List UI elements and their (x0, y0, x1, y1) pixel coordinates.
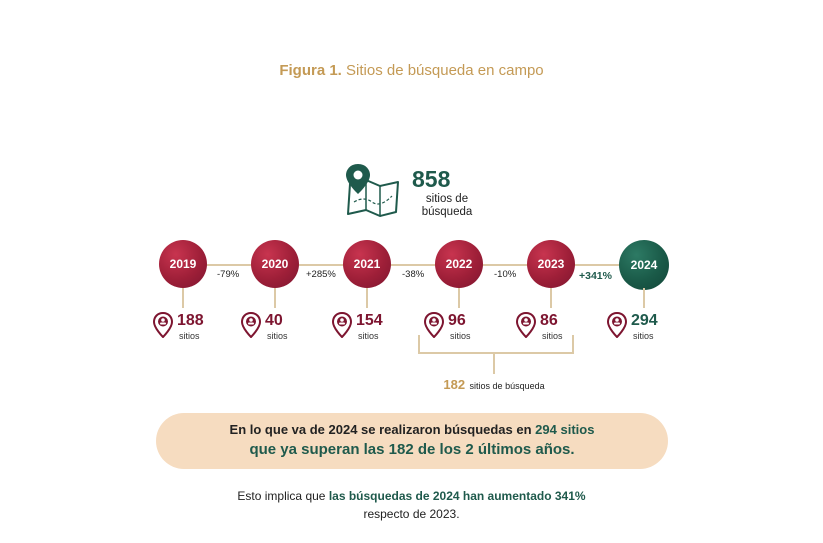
banner-line-1: En lo que va de 2024 se realizaron búsqu… (229, 422, 595, 437)
stat-unit: sitios (542, 331, 563, 341)
stat-unit: sitios (358, 331, 379, 341)
stem-2023 (550, 288, 552, 308)
stat-value: 86 (540, 312, 558, 329)
stem-2022 (458, 288, 460, 308)
stat-value: 154 (356, 312, 383, 329)
year-node-2019: 2019 (159, 240, 207, 288)
year-node-2020: 2020 (251, 240, 299, 288)
stem-2021 (366, 288, 368, 308)
stat-2019: 188 sitios (153, 312, 213, 346)
stat-2022: 96 sitios (424, 312, 484, 346)
stat-unit: sitios (267, 331, 288, 341)
stat-2021: 154 sitios (332, 312, 392, 346)
bracket-label: 182 sitios de búsqueda (0, 376, 823, 394)
bracket-stem (493, 354, 495, 374)
change-2022-2023: -10% (492, 269, 519, 280)
highlight-banner: En lo que va de 2024 se realizaron búsqu… (156, 413, 668, 469)
search-pin-icon (607, 312, 627, 338)
stat-unit: sitios (450, 331, 471, 341)
year-node-2023: 2023 (527, 240, 575, 288)
year-node-2024: 2024 (619, 240, 669, 290)
year-node-2022: 2022 (435, 240, 483, 288)
change-2023-2024: +341% (577, 270, 614, 282)
stat-2020: 40 sitios (241, 312, 301, 346)
bracket-value: 182 (443, 377, 466, 392)
stat-2024: 294 sitios (607, 312, 671, 346)
stat-2023: 86 sitios (516, 312, 576, 346)
stat-value: 96 (448, 312, 466, 329)
figure-title: Figura 1. Sitios de búsqueda en campo (0, 62, 823, 79)
change-2019-2020: -79% (215, 269, 242, 280)
stat-value: 188 (177, 312, 204, 329)
change-2021-2022: -38% (400, 269, 427, 280)
year-node-2021: 2021 (343, 240, 391, 288)
figure-title-text: Sitios de búsqueda en campo (346, 62, 544, 79)
stem-2019 (182, 288, 184, 308)
bracket-text: sitios de búsqueda (469, 381, 545, 391)
stat-unit: sitios (633, 331, 654, 341)
timeline-line (184, 264, 644, 266)
total-sites-label: sitios de búsqueda (421, 193, 473, 218)
search-pin-icon (516, 312, 536, 338)
banner-line-2: que ya superan las 182 de los 2 últimos … (249, 441, 575, 458)
stem-2024 (643, 288, 645, 308)
total-sites-value: 858 (412, 166, 451, 192)
footer-note: Esto implica que las búsquedas de 2024 h… (237, 489, 586, 521)
stat-value: 40 (265, 312, 283, 329)
stat-unit: sitios (179, 331, 200, 341)
search-pin-icon (241, 312, 261, 338)
search-pin-icon (332, 312, 352, 338)
search-pin-icon (424, 312, 444, 338)
bracket-2022-2023 (418, 335, 574, 354)
total-summary: 858 sitios de búsqueda (342, 158, 502, 224)
stem-2020 (274, 288, 276, 308)
stat-value: 294 (631, 312, 658, 329)
change-2020-2021: +285% (304, 269, 338, 280)
search-pin-icon (153, 312, 173, 338)
map-pin-icon (346, 164, 399, 217)
figure-number: Figura 1. (279, 62, 342, 79)
